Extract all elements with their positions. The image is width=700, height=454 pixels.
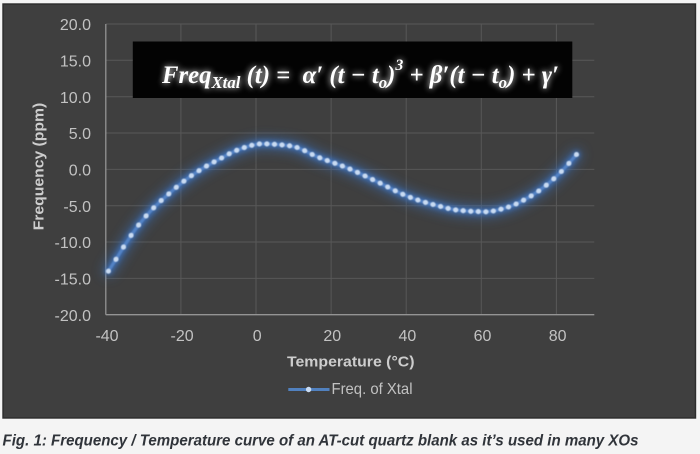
svg-text:-40: -40 — [95, 328, 118, 345]
svg-text:10.0: 10.0 — [60, 90, 91, 107]
svg-text:-10.0: -10.0 — [55, 235, 92, 252]
svg-text:15.0: 15.0 — [60, 53, 91, 70]
svg-text:0.0: 0.0 — [69, 163, 91, 180]
svg-text:Freq. of Xtal: Freq. of Xtal — [332, 381, 413, 398]
svg-text:Temperature (°C): Temperature (°C) — [287, 354, 415, 371]
svg-text:60: 60 — [474, 328, 492, 345]
svg-text:20.0: 20.0 — [60, 17, 91, 34]
svg-text:-15.0: -15.0 — [55, 272, 92, 289]
svg-text:0: 0 — [253, 328, 262, 345]
svg-text:Frequency (ppm): Frequency (ppm) — [30, 103, 47, 231]
svg-text:-5.0: -5.0 — [63, 199, 91, 216]
svg-text:5.0: 5.0 — [69, 126, 91, 143]
svg-text:Fig. 1: Frequency / Temperatur: Fig. 1: Frequency / Temperature curve of… — [3, 432, 639, 449]
svg-text:-20: -20 — [171, 328, 194, 345]
svg-text:80: 80 — [549, 328, 567, 345]
svg-text:FreqXtal (t) = α′ (t − to)3 +: FreqXtal (t) = α′ (t − to)3 + β′(t − to)… — [161, 57, 559, 92]
svg-text:-20.0: -20.0 — [55, 308, 92, 325]
svg-text:20: 20 — [323, 328, 341, 345]
svg-text:40: 40 — [399, 328, 417, 345]
